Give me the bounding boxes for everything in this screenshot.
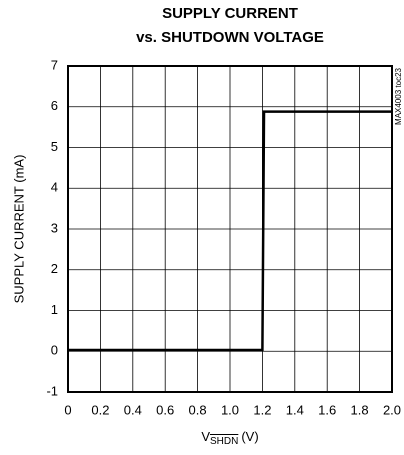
- y-tick-label: 3: [51, 220, 58, 235]
- x-tick-label: 1.0: [221, 402, 239, 417]
- y-tick-label: 0: [51, 343, 58, 358]
- x-axis-label-unit: (V): [241, 429, 258, 444]
- chart-title: SUPPLY CURRENT: [162, 5, 298, 22]
- x-tick-label: 1.6: [318, 402, 336, 417]
- line: [68, 110, 392, 352]
- annotation: MAX4003 toc23: [394, 67, 403, 124]
- x-axis-label: VSHDN (V): [201, 429, 258, 446]
- chart-title: vs. SHUTDOWN VOLTAGE: [136, 29, 324, 46]
- x-tick-label: 0.2: [91, 402, 109, 417]
- y-tick-label: 1: [51, 302, 58, 317]
- plot-frame: [67, 65, 393, 393]
- x-tick-label: 1.2: [253, 402, 271, 417]
- y-tick-label: 5: [51, 139, 58, 154]
- y-tick-label: 6: [51, 98, 58, 113]
- y-tick-label: 4: [51, 180, 58, 195]
- x-tick-label: 2.0: [383, 402, 401, 417]
- y-tick-label: -1: [46, 383, 58, 398]
- x-tick-label: 0.6: [156, 402, 174, 417]
- y-tick-label: 7: [51, 57, 58, 72]
- x-axis-label-main: V: [201, 429, 210, 444]
- y-axis-label: SUPPLY CURRENT (mA): [11, 155, 26, 304]
- x-tick-label: 1.4: [286, 402, 304, 417]
- x-axis-label-sub: SHDN: [210, 436, 238, 447]
- x-tick-label: 0.8: [189, 402, 207, 417]
- x-tick-label: 0.4: [124, 402, 142, 417]
- x-tick-label: 1.8: [351, 402, 369, 417]
- y-tick-label: 2: [51, 261, 58, 276]
- x-tick-label: 0: [64, 402, 71, 417]
